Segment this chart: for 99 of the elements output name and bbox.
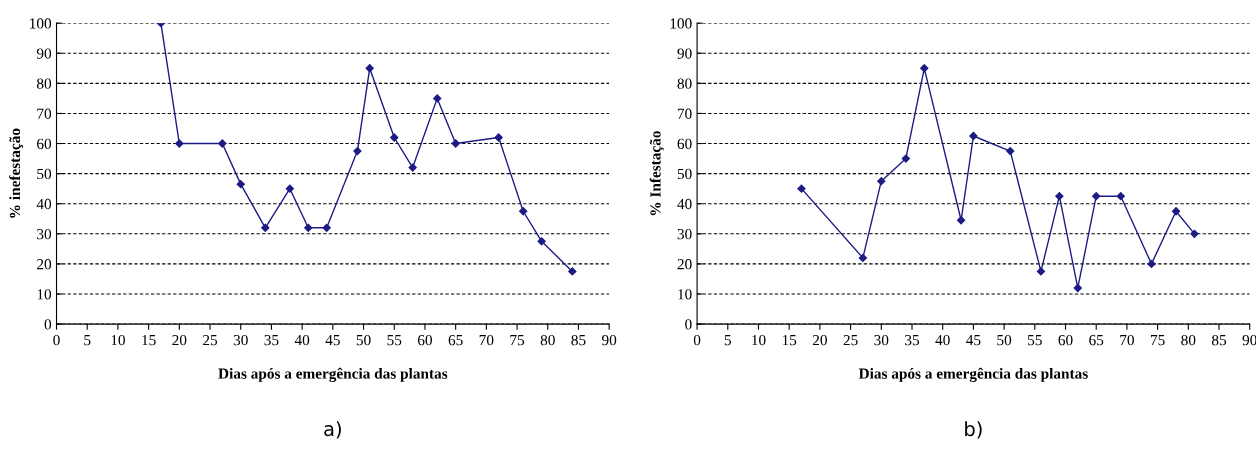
point	[494, 133, 503, 142]
y-tick-label: 70	[677, 108, 692, 119]
x-tick-label: 5	[84, 335, 91, 346]
text: b)	[965, 421, 982, 439]
x-tick-label: 15	[782, 335, 797, 346]
x-tick-label: 45	[966, 335, 981, 346]
x-tick-label: 80	[1181, 334, 1196, 346]
y-tick-label: 10	[678, 289, 692, 300]
x-tick-label: 40	[294, 334, 310, 346]
text: a)	[324, 421, 341, 439]
y-tick-label: 0	[685, 319, 692, 330]
y-tick-label: 10	[37, 289, 52, 300]
point	[956, 216, 966, 225]
x-tick-label: 80	[540, 334, 555, 346]
x-tick-label: 50	[997, 334, 1012, 346]
x-tick-label: 40	[935, 334, 950, 346]
x-tick-label: 0	[53, 334, 60, 346]
point	[451, 139, 460, 148]
x-tick-label: 25	[203, 335, 218, 346]
point	[353, 146, 362, 156]
y-tick-label: 60	[37, 138, 52, 149]
x-tick-label: 70	[1120, 334, 1134, 346]
y-tick-label: 20	[677, 259, 692, 270]
point	[390, 133, 399, 142]
x-axis-title: Dias após a emergência das plantas	[218, 367, 448, 382]
point	[797, 184, 806, 193]
y-tick-label: 40	[36, 198, 52, 210]
point	[537, 237, 546, 246]
point	[1116, 192, 1125, 201]
y-tick-label: 30	[37, 228, 52, 240]
x-tick-label: 35	[905, 335, 920, 346]
point	[304, 223, 313, 232]
x-tick-label: 85	[571, 334, 586, 346]
x-tick-label: 25	[843, 335, 858, 346]
point	[1190, 229, 1199, 238]
x-tick-label: 65	[448, 335, 463, 346]
point	[261, 223, 270, 232]
y-tick-label: 50	[677, 168, 692, 180]
x-tick-label: 70	[479, 334, 494, 346]
x-tick-label: 30	[233, 334, 248, 346]
point	[1073, 283, 1082, 293]
point	[1006, 146, 1015, 156]
x-tick-label: 65	[1089, 335, 1104, 346]
y-tick-label: 90	[677, 48, 692, 59]
y-tick-label: 100	[30, 18, 52, 29]
point	[1055, 192, 1064, 201]
y-tick-label: 80	[677, 78, 692, 89]
point	[365, 64, 374, 73]
point	[236, 180, 245, 189]
point	[1092, 192, 1101, 201]
x-tick-label: 60	[1058, 334, 1073, 346]
x-tick-label: 20	[812, 334, 827, 346]
point	[519, 207, 528, 216]
x-tick-label: 85	[1211, 334, 1227, 346]
point	[322, 223, 331, 232]
y-tick-label: 80	[36, 78, 52, 89]
x-tick-label: 10	[752, 334, 766, 346]
x-tick-label: 0	[693, 334, 701, 346]
point	[920, 64, 929, 73]
x-tick-label: 55	[387, 335, 402, 346]
point	[568, 267, 577, 276]
point	[433, 94, 442, 103]
point	[877, 177, 886, 186]
x-tick-label: 90	[1242, 334, 1256, 346]
y-tick-label: 100	[670, 18, 692, 29]
y-axis-title: % inefestação	[9, 128, 24, 218]
y-tick-label: 20	[37, 259, 52, 270]
x-tick-label: 5	[724, 335, 731, 346]
point	[175, 139, 184, 148]
x-tick-label: 55	[1028, 335, 1042, 346]
x-axis-title: Dias após a emergência das plantas	[858, 367, 1088, 382]
x-tick-label: 60	[417, 334, 432, 346]
x-tick-label: 10	[111, 334, 125, 346]
x-tick-label: 15	[142, 335, 156, 346]
point	[858, 253, 868, 263]
x-tick-label: 90	[602, 334, 617, 346]
point	[901, 154, 910, 163]
point	[218, 139, 227, 148]
point	[408, 163, 417, 172]
point	[1147, 259, 1156, 269]
y-tick-label: 0	[44, 319, 52, 330]
y-tick-label: 50	[37, 168, 52, 180]
y-axis-title: % Infestação	[649, 131, 664, 216]
y-tick-label: 60	[677, 138, 692, 149]
point	[969, 131, 978, 141]
x-tick-label: 75	[510, 335, 525, 346]
point	[1036, 267, 1046, 276]
y-tick-label: 30	[677, 228, 692, 240]
x-tick-label: 30	[874, 334, 889, 346]
x-tick-label: 75	[1150, 335, 1165, 346]
point	[285, 184, 294, 193]
x-tick-label: 50	[356, 334, 371, 346]
x-tick-label: 35	[264, 335, 279, 346]
y-tick-label: 40	[677, 198, 692, 210]
point	[1171, 207, 1181, 216]
y-tick-label: 90	[36, 48, 52, 59]
y-tick-label: 70	[37, 108, 52, 119]
x-tick-label: 45	[325, 335, 340, 346]
x-tick-label: 20	[172, 334, 187, 346]
